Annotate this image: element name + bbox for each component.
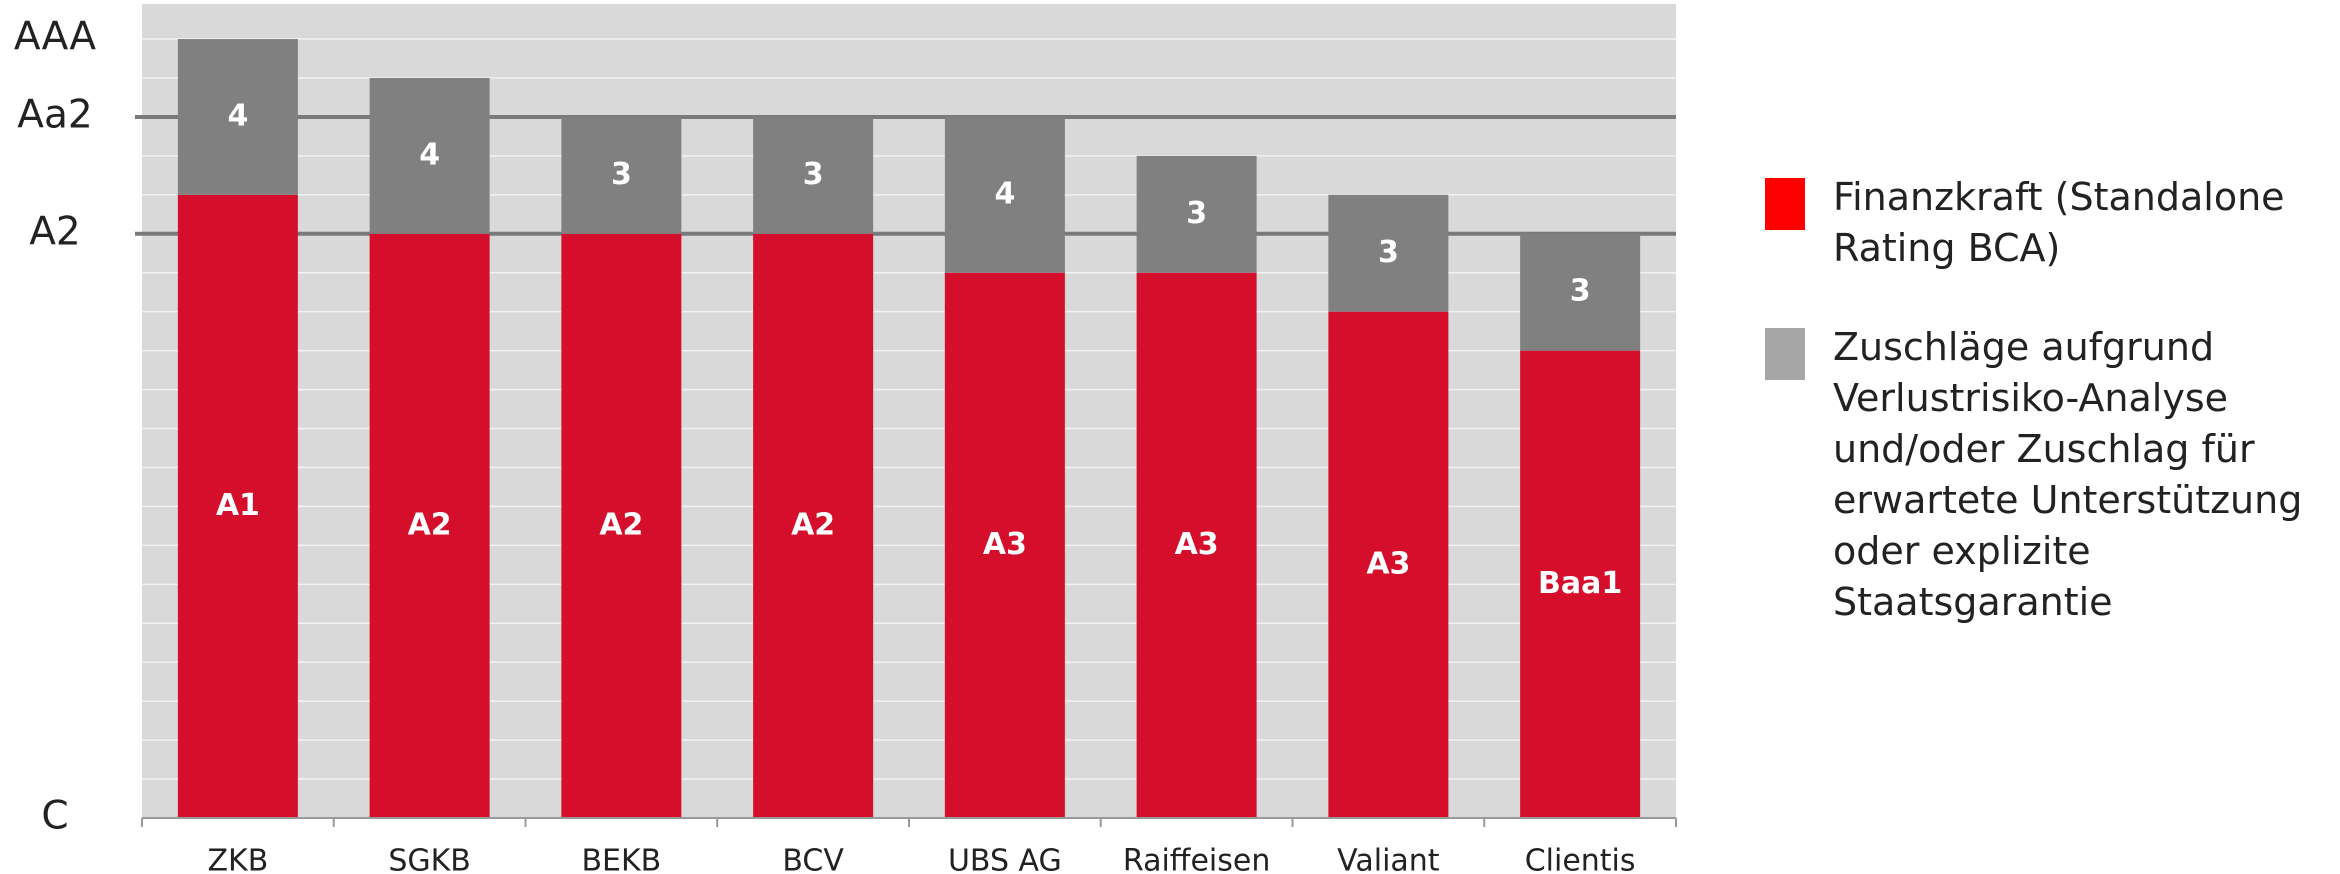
data-label: 3	[803, 157, 824, 192]
bar-segment	[1136, 155, 1257, 273]
bar-segment	[561, 116, 682, 234]
legend-item: Zuschläge aufgrund Verlustrisiko-Analyse…	[1765, 322, 2340, 628]
data-label: 3	[1570, 274, 1591, 309]
legend-label: Zuschläge aufgrund Verlustrisiko-Analyse…	[1833, 325, 2303, 624]
x-tick-label: BCV	[782, 844, 844, 874]
bar-segment	[561, 233, 682, 818]
x-tick-label: ZKB	[207, 844, 268, 874]
bar-segment	[753, 116, 874, 234]
y-tick-label: C	[41, 794, 68, 839]
x-tick-label: BEKB	[581, 844, 661, 874]
data-label: A3	[1366, 546, 1410, 581]
data-label: A3	[1175, 527, 1219, 562]
y-tick-label: AAA	[14, 15, 97, 60]
x-tick-label: UBS AG	[948, 844, 1062, 874]
x-tick-label: Clientis	[1525, 844, 1636, 874]
data-label: A2	[599, 507, 643, 542]
y-tick-label: Aa2	[17, 92, 92, 137]
legend-item: Finanzkraft (Standalone Rating BCA)	[1765, 172, 2340, 274]
x-tick-label: Valiant	[1337, 844, 1440, 874]
bar-segment	[369, 78, 490, 234]
bar-segment	[1520, 233, 1641, 351]
bar-segment	[369, 233, 490, 818]
x-tick-label: Raiffeisen	[1123, 844, 1270, 874]
data-label: 4	[419, 137, 440, 172]
legend-swatch	[1765, 178, 1805, 230]
bar-segment	[177, 194, 298, 818]
data-label: A3	[983, 527, 1027, 562]
bar-segment	[944, 116, 1065, 273]
data-label: A2	[791, 507, 835, 542]
bar-segment	[1328, 311, 1449, 818]
bar-segment	[753, 233, 874, 818]
x-tick-label: SGKB	[388, 844, 471, 874]
data-label: 4	[227, 98, 248, 133]
data-label: 3	[611, 157, 632, 192]
bar-segment	[944, 272, 1065, 819]
legend-swatch	[1765, 328, 1805, 380]
bar-segment	[177, 39, 298, 195]
data-label: A1	[216, 488, 260, 523]
bar-segment	[1328, 194, 1449, 312]
bar-segment	[1136, 272, 1257, 819]
y-tick-label: A2	[29, 209, 81, 254]
legend-label: Finanzkraft (Standalone Rating BCA)	[1833, 175, 2285, 270]
data-label: 3	[1186, 196, 1207, 231]
data-label: A2	[408, 507, 452, 542]
data-label: Baa1	[1538, 566, 1622, 601]
bar-segment	[1520, 350, 1641, 818]
data-label: 3	[1378, 235, 1399, 270]
data-label: 4	[994, 176, 1015, 211]
